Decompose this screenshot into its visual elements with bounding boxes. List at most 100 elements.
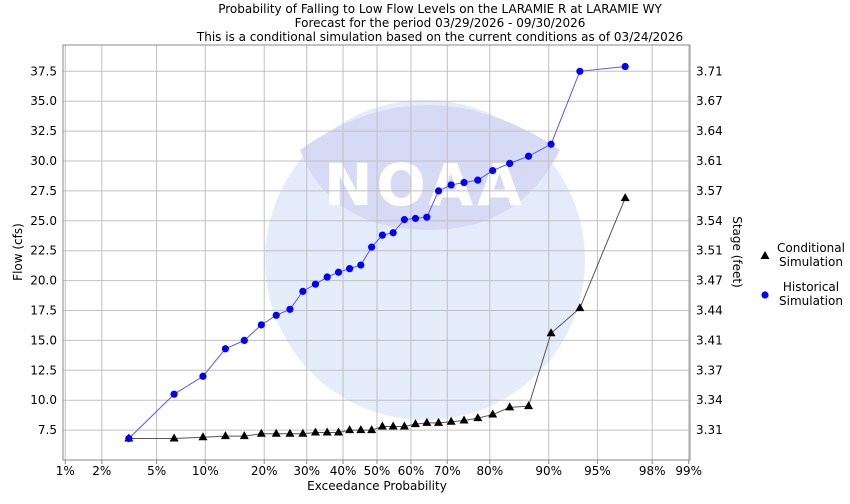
y-tick-label: 32.5	[30, 124, 57, 138]
y-tick-label: 15.0	[30, 333, 57, 347]
data-point	[239, 431, 249, 440]
data-point	[368, 243, 376, 251]
y-tick-label: 20.0	[30, 274, 57, 288]
data-point	[322, 427, 332, 436]
data-point	[257, 321, 265, 329]
x-tick-label: 98%	[639, 464, 666, 478]
data-point	[256, 428, 266, 437]
data-point	[474, 176, 482, 184]
y-right-tick-label: 3.54	[696, 214, 723, 228]
y-tick-label: 30.0	[30, 154, 57, 168]
y-right-tick-label: 3.57	[696, 184, 723, 198]
data-point	[575, 303, 585, 312]
data-point	[356, 425, 366, 434]
legend-marker-triangle	[760, 251, 770, 259]
x-tick-label: 95%	[584, 464, 611, 478]
y-axis-label: Flow (cfs)	[11, 223, 25, 281]
x-tick-label: 20%	[251, 464, 278, 478]
y-tick-label: 22.5	[30, 244, 57, 258]
data-point	[505, 402, 515, 411]
x-tick-label: 80%	[476, 464, 503, 478]
legend-label: Historical	[783, 280, 839, 294]
data-point	[169, 433, 179, 442]
y-right-tick-label: 3.41	[696, 333, 723, 347]
y-tick-label: 25.0	[30, 214, 57, 228]
series-group	[124, 62, 630, 443]
y-right-tick-label: 3.51	[696, 244, 723, 258]
x-tick-label: 99%	[675, 464, 702, 478]
data-point	[620, 193, 630, 202]
data-point	[298, 428, 308, 437]
data-point	[489, 166, 497, 175]
y-tick-label: 7.5	[38, 423, 57, 437]
x-axis-ticks: 1% 2% 5% 10% 20% 30% 40% 50% 60% 70% 80% 90% 95% 98% 9…	[56, 460, 702, 478]
data-point	[198, 432, 208, 441]
data-point	[271, 428, 281, 437]
data-point	[367, 425, 377, 434]
y-right-axis-ticks: 3.31 3.34 3.37 3.41 3.44 3.47 3.51 3.54 3.57 3.61…	[696, 64, 723, 437]
y-tick-label: 17.5	[30, 304, 57, 318]
y-right-tick-label: 3.44	[696, 304, 723, 318]
data-point	[388, 421, 398, 430]
y-right-tick-label: 3.37	[696, 363, 723, 377]
data-point	[334, 427, 344, 436]
data-point	[447, 181, 455, 189]
y-tick-label: 35.0	[30, 94, 57, 108]
legend-marker-circle	[761, 291, 769, 299]
x-tick-label: 60%	[398, 464, 425, 478]
data-point	[434, 417, 444, 426]
data-point	[125, 434, 133, 443]
data-point	[240, 336, 248, 345]
y-tick-label: 10.0	[30, 393, 57, 407]
data-point	[621, 62, 629, 71]
data-point	[334, 268, 343, 276]
data-point	[399, 421, 409, 430]
data-point	[311, 280, 320, 288]
y-right-tick-label: 3.31	[696, 423, 723, 437]
legend-label: Conditional	[777, 241, 845, 255]
y-right-tick-label: 3.67	[696, 94, 723, 108]
data-point	[357, 261, 365, 269]
y-right-axis-label: Stage (feet)	[730, 216, 744, 288]
data-point	[378, 231, 386, 239]
data-point	[272, 311, 280, 319]
y-right-tick-label: 3.34	[696, 393, 723, 407]
x-tick-label: 50%	[364, 464, 391, 478]
x-tick-label: 2%	[92, 464, 111, 478]
data-point	[323, 273, 331, 281]
data-point	[346, 265, 354, 273]
data-point	[446, 416, 456, 425]
data-point	[377, 421, 387, 430]
x-tick-label: 40%	[330, 464, 357, 478]
y-tick-label: 37.5	[30, 64, 57, 78]
x-tick-label: 1%	[56, 464, 75, 478]
data-point	[488, 409, 498, 418]
data-point	[547, 140, 555, 148]
data-point	[170, 390, 178, 398]
legend-label: Simulation	[779, 255, 843, 269]
x-tick-label: 10%	[192, 464, 219, 478]
data-point	[199, 372, 207, 380]
noaa-watermark: NOAA	[265, 100, 585, 420]
data-point	[389, 229, 397, 237]
y-right-tick-label: 3.64	[696, 124, 723, 138]
x-tick-label: 30%	[293, 464, 320, 478]
data-point	[220, 431, 230, 440]
chart-subtitle-conditions: This is a conditional simulation based o…	[196, 30, 683, 44]
data-point	[285, 428, 295, 437]
data-point	[576, 67, 584, 75]
data-point	[423, 213, 431, 221]
legend-label: Simulation	[779, 294, 843, 308]
data-point	[345, 425, 355, 434]
y-right-tick-label: 3.47	[696, 274, 723, 288]
legend: ConditionalSimulationHistoricalSimulatio…	[760, 241, 845, 308]
data-point	[400, 216, 408, 224]
data-point	[460, 178, 468, 187]
data-point	[299, 287, 307, 295]
data-point	[434, 187, 443, 195]
series-historical	[125, 62, 629, 443]
data-point	[422, 417, 432, 426]
data-point	[286, 305, 294, 313]
x-axis-label: Exceedance Probability	[307, 479, 447, 493]
